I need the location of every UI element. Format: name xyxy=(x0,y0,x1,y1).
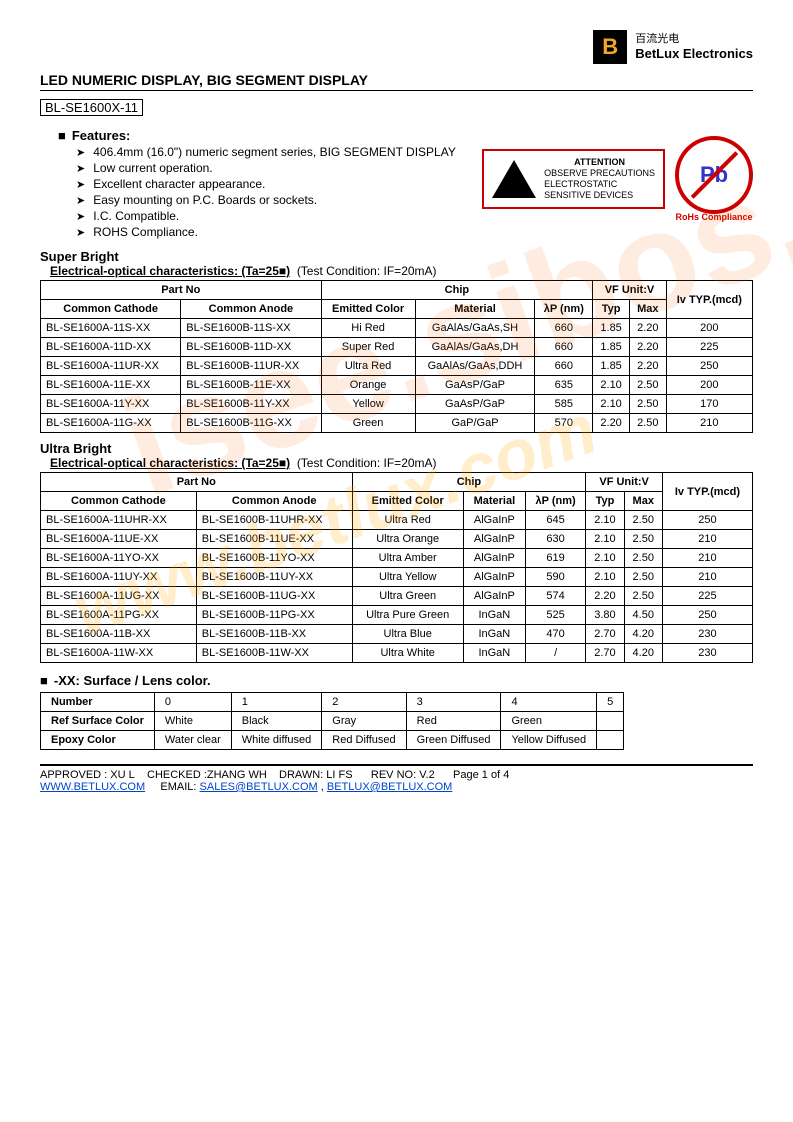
ultra-bright-header: Ultra Bright xyxy=(40,441,753,456)
super-bright-header: Super Bright xyxy=(40,249,753,264)
table-row: BL-SE1600A-11D-XXBL-SE1600B-11D-XXSuper … xyxy=(41,338,753,357)
table-row: BL-SE1600A-11W-XXBL-SE1600B-11W-XXUltra … xyxy=(41,644,753,663)
email-link[interactable]: BETLUX@BETLUX.COM xyxy=(327,781,452,793)
part-number-box: BL-SE1600X-11 xyxy=(40,99,143,116)
super-bright-table: Part No Chip VF Unit:V Iv TYP.(mcd) Comm… xyxy=(40,280,753,433)
esd-triangle-icon xyxy=(492,160,536,198)
logo-text: 百流光电 BetLux Electronics xyxy=(635,33,753,62)
feature-item: Low current operation. xyxy=(76,161,482,175)
lens-header: -XX: Surface / Lens color. xyxy=(40,673,753,688)
footer: APPROVED : XU L CHECKED :ZHANG WH DRAWN:… xyxy=(40,764,753,793)
table-row: BL-SE1600A-11UR-XXBL-SE1600B-11UR-XXUltr… xyxy=(41,357,753,376)
table-row: BL-SE1600A-11UHR-XXBL-SE1600B-11UHR-XXUl… xyxy=(41,511,753,530)
features-list: Features: 406.4mm (16.0") numeric segmen… xyxy=(40,126,482,241)
table-row: BL-SE1600A-11E-XXBL-SE1600B-11E-XXOrange… xyxy=(41,376,753,395)
table-row: BL-SE1600A-11S-XXBL-SE1600B-11S-XXHi Red… xyxy=(41,319,753,338)
feature-item: I.C. Compatible. xyxy=(76,209,482,223)
table-row: BL-SE1600A-11UE-XXBL-SE1600B-11UE-XXUltr… xyxy=(41,530,753,549)
lens-table: Number012345 Ref Surface ColorWhiteBlack… xyxy=(40,692,624,750)
feature-item: ROHS Compliance. xyxy=(76,225,482,239)
ultra-bright-table: Part No Chip VF Unit:V Iv TYP.(mcd) Comm… xyxy=(40,472,753,663)
test-condition: (Test Condition: IF=20mA) xyxy=(297,264,437,278)
table-row: BL-SE1600A-11PG-XXBL-SE1600B-11PG-XXUltr… xyxy=(41,606,753,625)
table-row: BL-SE1600A-11G-XXBL-SE1600B-11G-XXGreenG… xyxy=(41,414,753,433)
table-row: BL-SE1600A-11B-XXBL-SE1600B-11B-XXUltra … xyxy=(41,625,753,644)
feature-item: 406.4mm (16.0") numeric segment series, … xyxy=(76,145,482,159)
page-title: LED NUMERIC DISPLAY, BIG SEGMENT DISPLAY xyxy=(40,72,753,88)
rohs-badge: Pb RoHs Compliance xyxy=(675,136,753,222)
eo-header: Electrical-optical characteristics: (Ta=… xyxy=(50,264,290,278)
table-row: BL-SE1600A-11YO-XXBL-SE1600B-11YO-XXUltr… xyxy=(41,549,753,568)
website-link[interactable]: WWW.BETLUX.COM xyxy=(40,781,145,793)
logo-area: B 百流光电 BetLux Electronics xyxy=(40,30,753,64)
features-header: Features: xyxy=(58,128,482,143)
email-link[interactable]: SALES@BETLUX.COM xyxy=(200,781,318,793)
table-row: BL-SE1600A-11Y-XXBL-SE1600B-11Y-XXYellow… xyxy=(41,395,753,414)
table-row: BL-SE1600A-11UY-XXBL-SE1600B-11UY-XXUltr… xyxy=(41,568,753,587)
table-row: BL-SE1600A-11UG-XXBL-SE1600B-11UG-XXUltr… xyxy=(41,587,753,606)
feature-item: Excellent character appearance. xyxy=(76,177,482,191)
logo-icon: B xyxy=(593,30,627,64)
feature-item: Easy mounting on P.C. Boards or sockets. xyxy=(76,193,482,207)
esd-badge: ATTENTION OBSERVE PRECAUTIONS ELECTROSTA… xyxy=(482,149,665,208)
